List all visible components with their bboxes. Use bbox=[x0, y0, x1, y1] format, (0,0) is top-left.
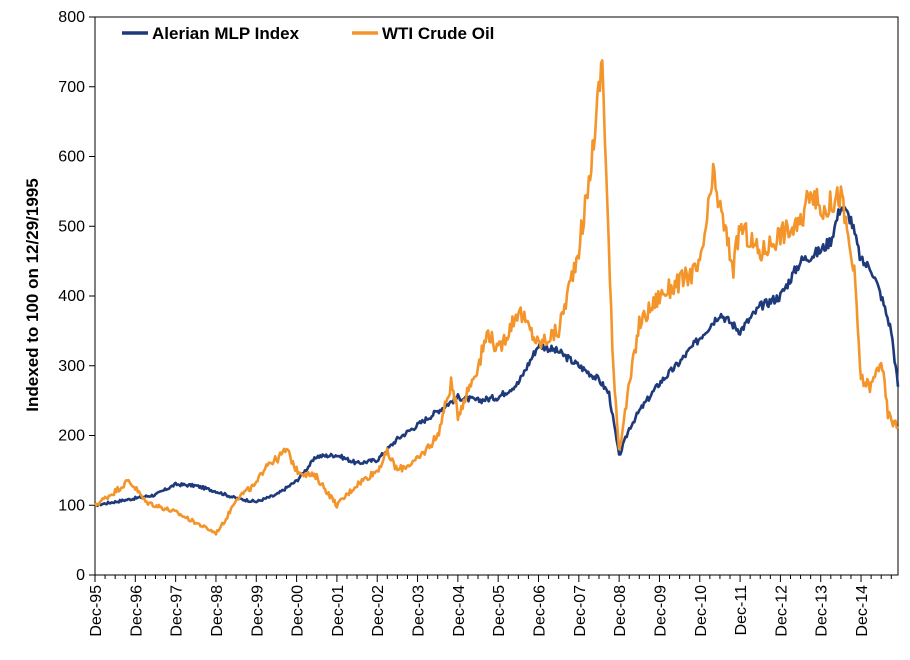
x-tick-label: Dec-96 bbox=[128, 585, 145, 637]
series-line-wti-crude-oil bbox=[93, 59, 899, 536]
x-tick-label: Dec-02 bbox=[370, 585, 387, 637]
y-tick-label: 300 bbox=[58, 358, 85, 375]
y-axis: 0 100 200 300 400 500 600 700 800 bbox=[58, 9, 95, 584]
x-tick-label: Dec-13 bbox=[814, 585, 831, 637]
x-tick-label: Dec-98 bbox=[209, 585, 226, 637]
x-tick-label: Dec-00 bbox=[290, 585, 307, 637]
y-axis-label: Indexed to 100 on 12/29/1995 bbox=[23, 178, 42, 411]
y-tick-label: 500 bbox=[58, 218, 85, 235]
x-tick-label: Dec-06 bbox=[531, 585, 548, 637]
x-tick-label: Dec-07 bbox=[572, 585, 589, 637]
x-tick-label: Dec-11 bbox=[733, 585, 750, 635]
x-axis: Dec-95 Dec-96 Dec-97 Dec-98 Dec-99 Dec-00 Dec-… bbox=[88, 575, 892, 637]
x-tick-label: Dec-97 bbox=[169, 585, 186, 637]
x-tick-label: Dec-09 bbox=[652, 585, 669, 637]
x-tick-label: Dec-95 bbox=[88, 585, 105, 637]
x-tick-label: Dec-10 bbox=[693, 585, 710, 637]
legend-label: WTI Crude Oil bbox=[382, 24, 494, 43]
series-layer bbox=[93, 59, 900, 536]
y-tick-label: 600 bbox=[58, 149, 85, 166]
x-tick-label: Dec-14 bbox=[854, 585, 871, 637]
legend-label: Alerian MLP Index bbox=[152, 24, 300, 43]
y-tick-label: 700 bbox=[58, 79, 85, 96]
legend: Alerian MLP Index WTI Crude Oil bbox=[122, 24, 494, 43]
series-line-alerian-mlp-index bbox=[94, 206, 900, 508]
y-tick-label: 100 bbox=[58, 497, 85, 514]
x-tick-label: Dec-04 bbox=[451, 585, 468, 637]
y-tick-label: 400 bbox=[58, 288, 85, 305]
x-tick-label: Dec-99 bbox=[249, 585, 266, 637]
y-tick-label: 0 bbox=[76, 567, 85, 584]
x-tick-label: Dec-12 bbox=[773, 585, 790, 637]
y-tick-label: 800 bbox=[58, 9, 85, 26]
x-tick-label: Dec-03 bbox=[411, 585, 428, 637]
x-tick-label: Dec-05 bbox=[491, 585, 508, 637]
x-tick-label: Dec-08 bbox=[612, 585, 629, 637]
y-tick-label: 200 bbox=[58, 428, 85, 445]
x-tick-label: Dec-01 bbox=[330, 585, 347, 637]
